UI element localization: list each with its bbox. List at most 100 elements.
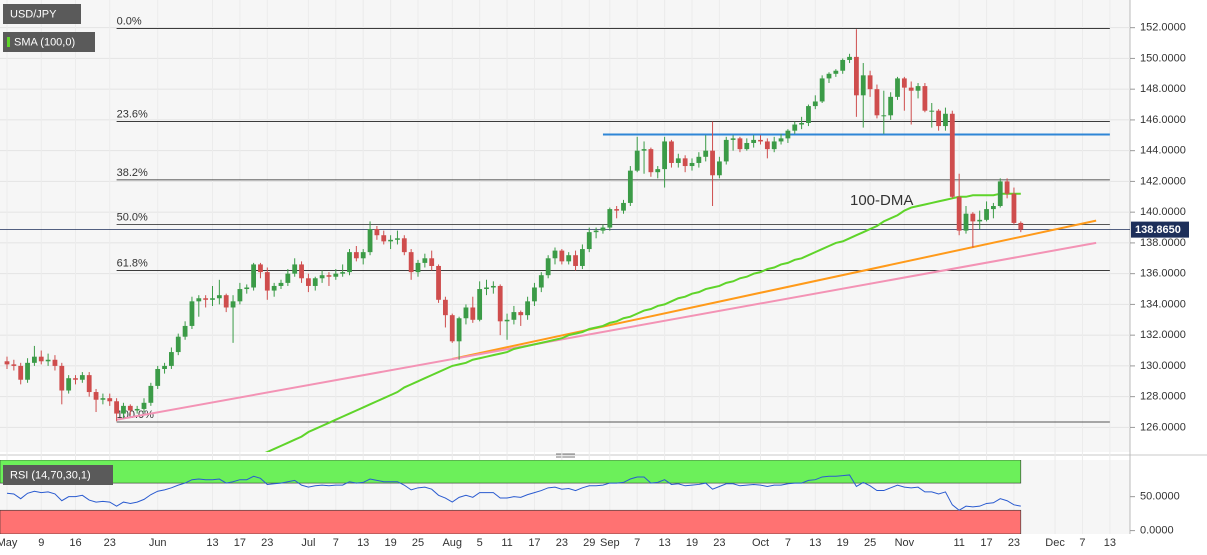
candle-body <box>703 150 709 157</box>
candle-body <box>326 275 332 277</box>
candle-body <box>600 227 606 231</box>
legend-box[interactable] <box>3 32 95 52</box>
x-tick-label: 13 <box>658 537 670 549</box>
candle-body <box>210 298 215 300</box>
candle-body <box>470 307 476 320</box>
candle-body <box>860 75 866 96</box>
candle-body <box>45 359 51 362</box>
candle-body <box>532 287 537 302</box>
candle-body <box>621 202 626 211</box>
y-tick-label: 132.0000 <box>1140 329 1186 341</box>
candle-body <box>367 229 373 253</box>
candle-body <box>18 365 24 380</box>
candle-body <box>114 401 119 414</box>
y-tick-label: 128.0000 <box>1140 391 1186 403</box>
candle-body <box>943 113 948 127</box>
y-tick-label: 50.0000 <box>1140 491 1180 503</box>
candle-body <box>799 122 804 125</box>
y-tick-label: 138.0000 <box>1140 237 1186 249</box>
candle-body <box>984 209 989 220</box>
candle-body <box>38 356 44 362</box>
last-price-box <box>1131 221 1189 238</box>
candle-body <box>675 158 681 163</box>
candle-body <box>949 113 955 197</box>
x-tick-label: 19 <box>384 537 396 549</box>
x-tick-label: 23 <box>556 537 568 549</box>
x-tick-label: 25 <box>864 537 876 549</box>
candle-body <box>59 365 65 391</box>
candle-body <box>785 130 791 139</box>
candle-body <box>175 336 181 353</box>
candle-body <box>730 138 736 140</box>
y-tick-label: 140.0000 <box>1140 206 1186 218</box>
candle-body <box>641 149 647 151</box>
candle-body <box>881 115 887 117</box>
y-tick-label: 130.0000 <box>1140 360 1186 372</box>
candle-body <box>278 282 284 286</box>
candle-body <box>66 378 72 391</box>
candle-body <box>134 408 140 411</box>
candle-body <box>758 139 763 142</box>
candle-body <box>360 252 366 259</box>
candle-body <box>792 124 798 131</box>
candle-body <box>580 249 585 266</box>
candle-body <box>806 106 811 123</box>
candle-body <box>264 272 270 291</box>
candle-body <box>381 235 387 242</box>
candle-body <box>888 96 894 116</box>
candle-body <box>1004 181 1010 194</box>
y-tick-label: 0.0000 <box>1140 525 1174 537</box>
candle-body <box>86 375 92 393</box>
candle-body <box>223 295 229 308</box>
candle-body <box>121 405 126 414</box>
candle-body <box>408 252 414 273</box>
x-tick-label: 13 <box>809 537 821 549</box>
x-tick-label: 25 <box>412 537 424 549</box>
candle-body <box>854 56 859 96</box>
candle-body <box>977 219 983 222</box>
x-tick-label: 7 <box>1079 537 1085 549</box>
y-tick-label: 134.0000 <box>1140 298 1186 310</box>
candle-body <box>216 295 222 299</box>
candle-body <box>477 289 483 320</box>
candle-body <box>559 250 565 262</box>
legend-box[interactable] <box>3 4 81 24</box>
legend-box[interactable] <box>3 465 113 485</box>
candle-body <box>586 232 592 250</box>
plot-background <box>0 0 1130 452</box>
candle-body <box>189 301 195 326</box>
candle-body <box>997 181 1003 207</box>
candle-body <box>764 141 770 150</box>
trend-line <box>452 219 1097 360</box>
candle-body <box>696 156 702 163</box>
candle-body <box>490 285 496 288</box>
x-tick-label: 19 <box>686 537 698 549</box>
oversold-band <box>0 509 1022 534</box>
y-tick-label: 136.0000 <box>1140 268 1186 280</box>
candle-body <box>251 264 256 288</box>
candle-body <box>504 319 510 322</box>
x-tick-label: 23 <box>261 537 273 549</box>
fib-label: 61.8% <box>117 257 148 269</box>
candle-body <box>100 398 106 400</box>
rsi-title: RSI (14,70,30,1) <box>10 469 91 481</box>
candle-body <box>545 258 551 276</box>
candle-body <box>778 138 784 142</box>
candle-body <box>340 272 346 274</box>
candle-body <box>395 238 400 240</box>
sma-line <box>264 192 1021 452</box>
candle-body <box>819 78 825 102</box>
x-tick-label: 11 <box>953 537 964 549</box>
candle-body <box>484 287 489 290</box>
candle-body <box>93 392 99 400</box>
candle-body <box>429 258 435 266</box>
candle-body <box>669 141 674 163</box>
candle-body <box>52 359 58 366</box>
x-tick-label: 23 <box>1008 537 1020 549</box>
last-price-label: 138.8650 <box>1135 224 1181 236</box>
rsi-plot <box>0 460 1022 534</box>
y-tick-label: 148.0000 <box>1140 83 1186 95</box>
y-tick-label: 142.0000 <box>1140 175 1186 187</box>
candle-body <box>648 149 654 173</box>
candle-body <box>991 206 996 210</box>
